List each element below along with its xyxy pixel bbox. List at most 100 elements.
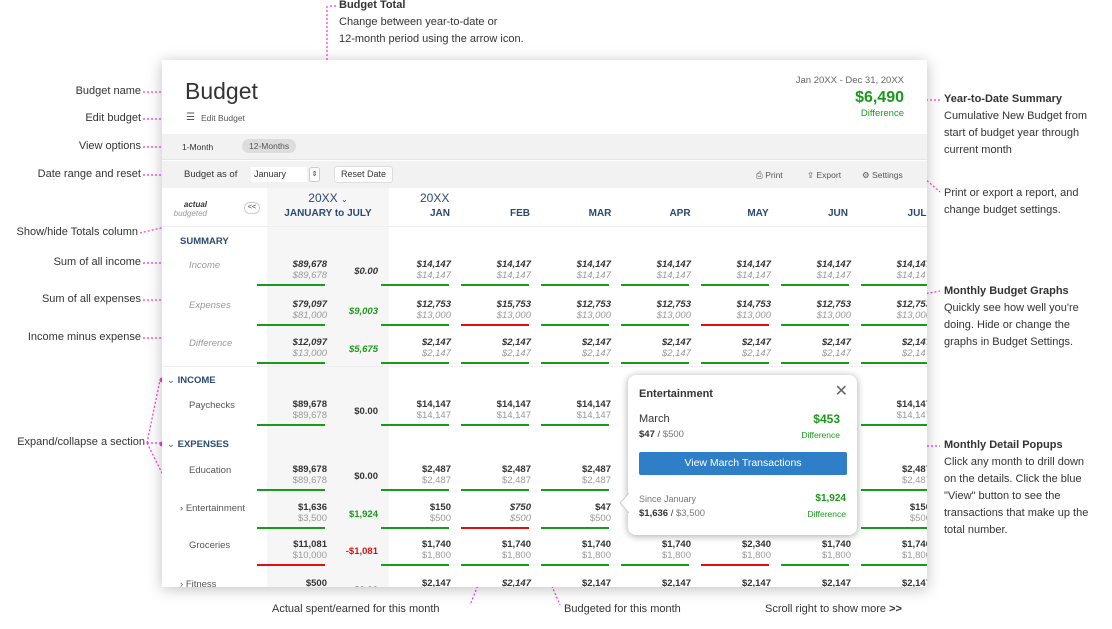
collapse-totals-button[interactable]: << [244,202,260,214]
month-cell-jun[interactable]: $2,147 [821,578,851,587]
month-cell-may[interactable]: $2,147 [741,578,771,587]
print-button[interactable]: ⎙ Print [756,170,783,180]
popup-since-diff: $1,924 [815,493,846,504]
month-cell-mar[interactable]: $12,753 $13,000 [576,299,611,321]
tab-12-months[interactable]: 12-Months [242,139,297,153]
month-cell-jan[interactable]: $12,753 $13,000 [416,299,451,321]
export-button[interactable]: ⇪ Export [807,170,842,180]
month-cell-jul[interactable]: $12,753$13,000 [896,299,927,321]
month-cell-apr[interactable]: $12,753 $13,000 [656,299,691,321]
month-header-jan[interactable]: JAN [429,208,450,219]
month-cell-apr[interactable]: $2,147 $2,147 [661,337,691,359]
total-cell[interactable]: $1,636 $3,500 [297,502,327,524]
month-header-may[interactable]: MAY [747,208,769,219]
month-cell-apr[interactable]: $2,147 [661,578,691,587]
view-transactions-button[interactable]: View March Transactions [639,452,847,475]
month-cell-jul[interactable]: $14,147$14,147 [896,399,927,421]
month-cell-may[interactable]: $2,147 $2,147 [741,337,771,359]
totals-range: JANUARY to JULY [284,208,372,219]
month-cell-apr[interactable]: $14,147 $14,147 [656,259,691,281]
month-cell-jan[interactable]: $14,147 $14,147 [416,259,451,281]
row-label-fitness[interactable]: › Fitness [180,579,216,587]
total-difference: $9,003 [348,306,378,317]
section-income-toggle[interactable]: ⌄ INCOME [167,375,216,386]
month-cell-feb[interactable]: $1,740 $1,800 [501,539,531,561]
budget-graph-bar [381,424,449,426]
annotation-date-range: Date range and reset [37,168,141,180]
month-cell-feb[interactable]: $2,147 [501,578,531,587]
month-cell-feb[interactable]: $14,147 $14,147 [496,399,531,421]
month-cell-jun[interactable]: $2,147 $2,147 [821,337,851,359]
budget-graph-bar [701,362,769,364]
month-cell-jan[interactable]: $14,147 $14,147 [416,399,451,421]
month-cell-jul[interactable]: $14,147$14,147 [896,259,927,281]
month-cell-may[interactable]: $14,147 $14,147 [736,259,771,281]
budget-graph-bar [781,362,849,364]
month-cell-mar[interactable]: $1,740 $1,800 [581,539,611,561]
month-header-apr[interactable]: APR [669,208,691,219]
month-cell-jul[interactable]: $2,147 [901,578,927,587]
month-cell-may[interactable]: $2,340 $1,800 [741,539,771,561]
total-cell[interactable]: $89,678 $89,678 [292,259,327,281]
tab-1-month[interactable]: 1-Month [182,142,214,152]
month-cell-jan[interactable]: $1,740 $1,800 [421,539,451,561]
month-cell-feb[interactable]: $750 $500 [509,502,531,524]
month-cell-jul[interactable]: $150$500 [909,502,927,524]
budget-graph-bar [541,362,609,364]
month-header-mar[interactable]: MAR [588,208,612,219]
popup-month: March [639,413,670,425]
month-header-jul[interactable]: JUL [907,208,927,219]
totals-column [267,188,389,587]
total-cell[interactable]: $89,678 $89,678 [292,399,327,421]
budget-graph-bar [381,564,449,566]
month-stepper-icon[interactable]: ⇕ [309,167,320,182]
month-cell-mar[interactable]: $47 $500 [589,502,611,524]
budget-as-of-label: Budget as of [184,169,238,180]
month-cell-jun[interactable]: $14,147 $14,147 [816,259,851,281]
month-cell-feb[interactable]: $2,487 $2,487 [501,464,531,486]
month-cell-mar[interactable]: $2,147 [581,578,611,587]
month-cell-jan[interactable]: $2,147 $2,147 [421,337,451,359]
row-label-difference: Difference [189,338,233,349]
month-header-jun[interactable]: JUN [827,208,848,219]
month-cell-jun[interactable]: $12,753 $13,000 [816,299,851,321]
total-cell[interactable]: $500 [305,578,327,587]
annotation-budget-name: Budget name [75,85,141,97]
month-cell-may[interactable]: $14,753 $13,000 [736,299,771,321]
month-cell-jul[interactable]: $2,487$2,487 [901,464,927,486]
close-icon[interactable]: ✕ [834,383,848,400]
month-cell-jan[interactable]: $150 $500 [429,502,451,524]
month-cell-jun[interactable]: $1,740 $1,800 [821,539,851,561]
month-cell-jan[interactable]: $2,147 [421,578,451,587]
month-cell-mar[interactable]: $2,147 $2,147 [581,337,611,359]
month-cell-apr[interactable]: $1,740 $1,800 [661,539,691,561]
edit-budget-button[interactable]: ☰ Edit Budget [186,112,245,123]
row-label-entertainment[interactable]: › Entertainment [180,503,245,514]
reset-date-button[interactable]: Reset Date [334,166,394,183]
month-cell-feb[interactable]: $15,753 $13,000 [496,299,531,321]
month-cell-jan[interactable]: $2,487 $2,487 [421,464,451,486]
month-cell-mar[interactable]: $2,487 $2,487 [581,464,611,486]
month-cell-feb[interactable]: $2,147 $2,147 [501,337,531,359]
total-cell[interactable]: $79,097 $81,000 [292,299,327,321]
section-expenses-toggle[interactable]: ⌄ EXPENSES [167,439,229,450]
budget-graph-bar [701,324,769,326]
month-cell-jul[interactable]: $1,740$1,800 [901,539,927,561]
total-difference: $0.00 [308,585,378,587]
popup-arrow [619,493,629,513]
total-cell[interactable]: $11,081 $10,000 [292,539,327,561]
total-cell[interactable]: $12,097 $13,000 [292,337,327,359]
settings-button[interactable]: ⚙ Settings [862,170,903,180]
annotation-scroll-right: Scroll right to show more >> [765,603,902,615]
total-difference: $0.00 [354,266,378,277]
month-header-feb[interactable]: FEB [510,208,530,219]
month-cell-mar[interactable]: $14,147 $14,147 [576,259,611,281]
month-select[interactable]: January [251,167,307,182]
month-cell-feb[interactable]: $14,147 $14,147 [496,259,531,281]
total-cell[interactable]: $89,678 $89,678 [292,464,327,486]
budget-graph-bar [381,362,449,364]
month-cell-jul[interactable]: $2,147$2,147 [901,337,927,359]
budget-graph-bar [461,324,529,326]
month-cell-mar[interactable]: $14,147 $14,147 [576,399,611,421]
totals-period-toggle[interactable]: 20XX ⌄ [308,191,348,205]
